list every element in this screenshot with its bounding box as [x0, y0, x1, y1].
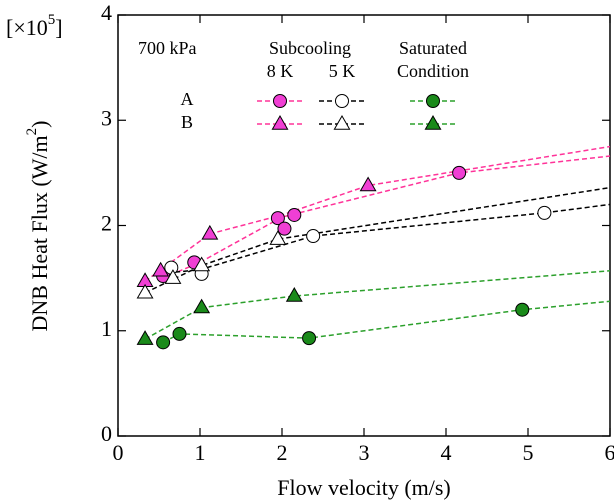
- legend-marker: [271, 114, 289, 130]
- x-tick-label: 2: [277, 440, 288, 465]
- y-axis-label: DNB Heat Flux (W/m2): [24, 121, 52, 332]
- y-tick-label: 0: [101, 421, 112, 446]
- plot-frame: [117, 14, 611, 437]
- legend-column: 5 K: [329, 61, 356, 81]
- legend-pressure: 700 kPa: [138, 38, 197, 58]
- y-tick-label: 4: [101, 0, 112, 25]
- x-tick-label: 6: [605, 440, 614, 465]
- marker: [302, 331, 317, 346]
- x-axis-label: Flow velocity (m/s): [277, 475, 451, 500]
- marker: [269, 230, 287, 245]
- legend-heading: Condition: [397, 61, 469, 81]
- marker: [193, 256, 211, 272]
- marker: [152, 261, 170, 277]
- marker: [537, 205, 552, 220]
- fit-line: [144, 270, 611, 340]
- x-tick-label: 1: [195, 440, 206, 465]
- x-tick-label: 4: [441, 440, 452, 465]
- marker: [193, 298, 211, 314]
- fit-line: [162, 300, 611, 343]
- marker: [172, 326, 187, 341]
- legend-marker: [426, 94, 440, 108]
- marker: [156, 335, 171, 350]
- marker: [270, 211, 285, 226]
- legend-marker: [273, 94, 287, 108]
- legend-marker: [333, 114, 351, 130]
- marker: [452, 165, 467, 180]
- marker: [287, 207, 302, 222]
- legend-row: A: [181, 89, 194, 109]
- x-tick-label: 0: [113, 440, 124, 465]
- y-tick-label: 1: [101, 316, 112, 341]
- marker: [136, 283, 154, 299]
- marker: [201, 224, 219, 240]
- marker: [515, 302, 530, 317]
- y-tick-label: 3: [101, 105, 112, 130]
- marker: [306, 229, 321, 244]
- marker: [359, 176, 377, 192]
- legend-heading: Saturated: [399, 38, 467, 58]
- marker: [136, 330, 154, 345]
- legend-marker: [335, 94, 349, 108]
- legend-heading: Subcooling: [269, 38, 351, 58]
- multiplier: [×105]: [6, 12, 63, 40]
- marker: [164, 269, 182, 284]
- legend-marker: [424, 114, 442, 130]
- x-tick-label: 3: [359, 440, 370, 465]
- x-tick-label: 5: [523, 440, 534, 465]
- y-tick-label: 2: [101, 211, 112, 236]
- fit-line: [162, 155, 611, 279]
- legend-row: B: [181, 112, 193, 132]
- marker: [285, 287, 303, 302]
- legend-column: 8 K: [267, 61, 294, 81]
- marker: [277, 221, 292, 236]
